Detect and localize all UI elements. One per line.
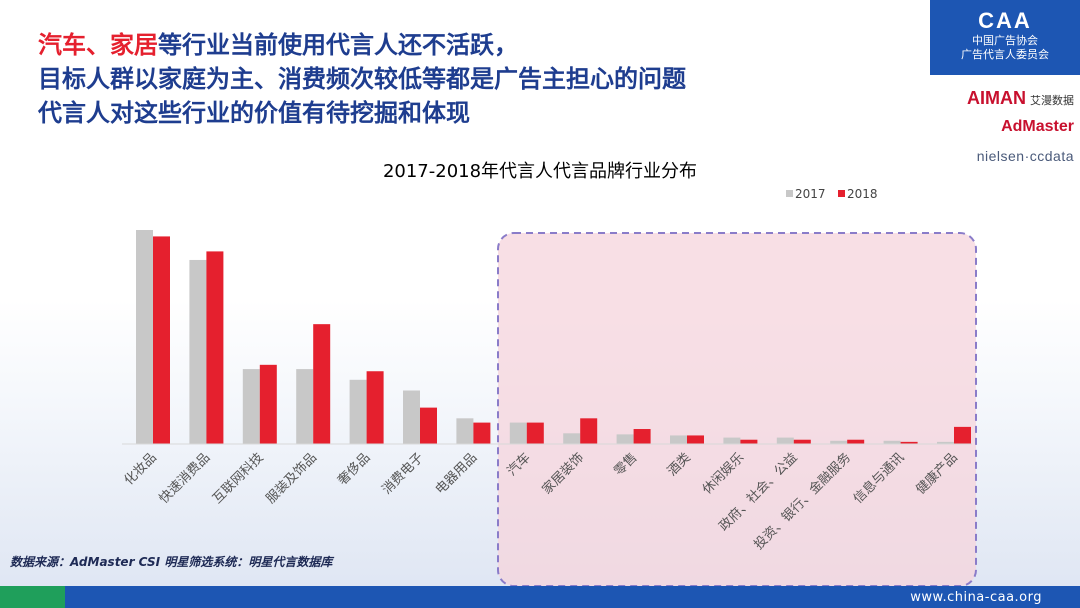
bar-2017-10 [670,435,687,444]
bar-2017-5 [403,390,420,444]
aiman-logo-cn: 艾漫数据 [1030,95,1074,107]
bar-2018-7 [526,422,544,444]
caa-logo-mark: CAA [978,8,1032,33]
footer-bar: www.china-caa.org [0,586,1080,608]
legend-label-2017: 2017 [795,187,826,201]
footer-url: www.china-caa.org [910,590,1042,605]
headline: 汽车、家居等行业当前使用代言人还不活跃， 目标人群以家庭为主、消费频次较低等都是… [38,28,918,130]
chart-title: 2017-2018年代言人代言品牌行业分布 [383,161,697,182]
bar-2018-1 [206,251,224,444]
legend: 2017 2018 [786,187,878,201]
bar-2018-15 [954,426,971,444]
headline-line-1-rest: 等行业当前使用代言人还不活跃， [158,31,518,59]
bar-2018-11 [740,439,758,444]
caa-logo-line-2: 广告代言人委员会 [961,48,1049,61]
headline-line-3: 代言人对这些行业的价值有待挖掘和体现 [38,99,470,127]
caa-logo: CAA 中国广告协会 广告代言人委员会 [930,0,1080,75]
bar-2017-2 [242,369,260,444]
admaster-logo: AdMaster [1001,118,1074,135]
bar-2017-11 [723,437,741,444]
bar-2017-3 [296,369,314,444]
bar-2018-8 [580,418,598,444]
bar-2017-1 [189,259,207,444]
aiman-logo: AIMAN 艾漫数据 [967,88,1074,108]
highlight-region [497,232,977,587]
headline-line-1: 汽车、家居等行业当前使用代言人还不活跃， [38,28,918,62]
bars [136,230,971,444]
x-tick-label-2: 互联网科技 [210,450,267,507]
bar-2017-7 [509,422,527,444]
bar-2017-8 [563,433,581,444]
x-tick-label-5: 消费电子 [379,450,426,497]
x-tick-label-1: 快速消费品 [157,450,214,507]
bar-2017-0 [136,230,153,444]
bar-2017-9 [616,434,634,444]
bar-2018-0 [153,236,170,444]
legend-swatch-2018 [838,190,845,197]
bar-2017-13 [830,440,848,444]
bar-2017-6 [456,418,474,444]
legend-swatch-2017 [786,190,793,197]
bar-2018-3 [313,324,331,444]
bar-2018-2 [259,364,277,444]
bar-2017-12 [776,437,794,444]
x-tick-label-3: 服装及饰品 [263,450,320,507]
headline-line-2: 目标人群以家庭为主、消费频次较低等都是广告主担心的问题 [38,65,686,93]
caa-logo-line-1: 中国广告协会 [972,34,1038,47]
headline-highlight: 汽车、家居 [38,31,158,59]
bar-2018-9 [633,429,651,444]
x-tick-label-0: 化妆品 [122,450,160,488]
bar-2018-12 [793,439,811,444]
data-source-note: 数据来源：AdMaster CSI 明星筛选系统：明星代言数据库 [10,555,333,569]
nielsen-logo: nielsen·ccdata [976,148,1074,164]
bar-2018-13 [847,439,865,444]
legend-label-2018: 2018 [847,187,878,201]
bar-2018-4 [366,371,384,444]
bar-2018-5 [420,407,437,444]
x-tick-label-4: 奢侈品 [335,450,373,488]
bar-2017-4 [349,379,367,444]
bar-2018-10 [687,435,704,444]
x-tick-label-6: 电器用品 [433,450,480,497]
bar-2017-14 [883,440,901,444]
bar-2017-15 [937,441,954,444]
bar-2018-14 [900,441,918,444]
bar-2018-6 [473,422,491,444]
